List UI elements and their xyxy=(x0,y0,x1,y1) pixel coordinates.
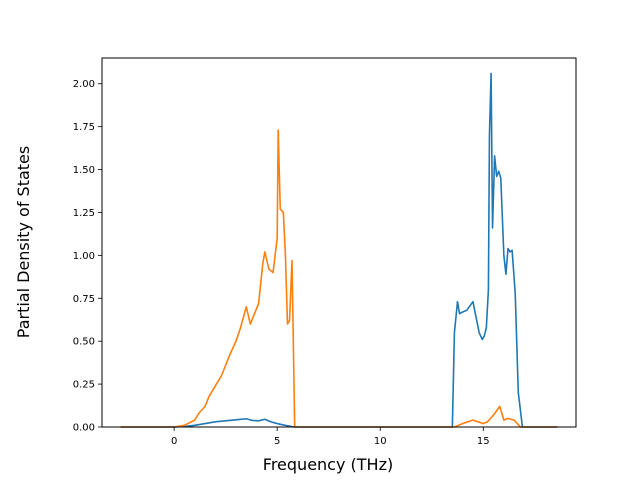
series-line-2 xyxy=(120,129,558,428)
y-tick-label: 2.00 xyxy=(73,79,95,90)
x-tick-label: 15 xyxy=(477,436,490,447)
y-tick-label: 1.75 xyxy=(73,122,95,133)
x-tick-label: 10 xyxy=(374,436,387,447)
y-tick-label: 0.25 xyxy=(73,380,95,391)
y-tick-label: 1.00 xyxy=(73,251,95,262)
series-line-1 xyxy=(120,72,558,428)
y-tick-label: 0.50 xyxy=(73,337,95,348)
x-tick-label: 5 xyxy=(274,436,280,447)
series-layer xyxy=(120,72,558,428)
x-tick-label: 0 xyxy=(171,436,177,447)
x-axis-label: Frequency (THz) xyxy=(263,455,393,474)
y-tick-label: 0.75 xyxy=(73,294,95,305)
plot-frame xyxy=(101,57,577,428)
y-axis-ticks: 0.00 0.25 0.50 0.75 1.00 1.25 1.50 1.75 2.00 xyxy=(73,79,102,434)
y-axis-label: Partial Density of States xyxy=(14,146,33,338)
x-axis-ticks: 0 5 10 15 xyxy=(171,427,490,447)
y-tick-label: 1.50 xyxy=(73,165,95,176)
y-tick-label: 1.25 xyxy=(73,208,95,219)
y-tick-label: 0.00 xyxy=(73,423,95,434)
